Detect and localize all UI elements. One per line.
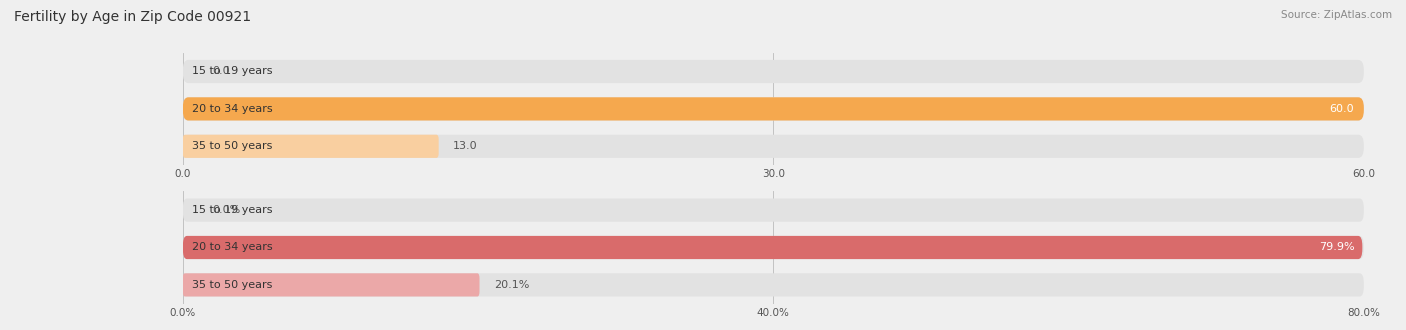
Text: 79.9%: 79.9% bbox=[1319, 243, 1354, 252]
Text: Fertility by Age in Zip Code 00921: Fertility by Age in Zip Code 00921 bbox=[14, 10, 252, 24]
FancyBboxPatch shape bbox=[183, 273, 479, 296]
FancyBboxPatch shape bbox=[183, 135, 439, 158]
Text: 20.1%: 20.1% bbox=[494, 280, 529, 290]
FancyBboxPatch shape bbox=[183, 236, 1362, 259]
Text: 35 to 50 years: 35 to 50 years bbox=[193, 141, 273, 151]
Text: 20 to 34 years: 20 to 34 years bbox=[193, 104, 273, 114]
Text: Source: ZipAtlas.com: Source: ZipAtlas.com bbox=[1281, 10, 1392, 20]
FancyBboxPatch shape bbox=[183, 97, 1364, 120]
FancyBboxPatch shape bbox=[183, 60, 1364, 83]
FancyBboxPatch shape bbox=[183, 97, 1364, 120]
Text: 15 to 19 years: 15 to 19 years bbox=[193, 205, 273, 215]
Text: 15 to 19 years: 15 to 19 years bbox=[193, 67, 273, 77]
Text: 0.0: 0.0 bbox=[212, 67, 231, 77]
FancyBboxPatch shape bbox=[183, 236, 1364, 259]
FancyBboxPatch shape bbox=[183, 273, 1364, 296]
Text: 60.0: 60.0 bbox=[1330, 104, 1354, 114]
FancyBboxPatch shape bbox=[183, 135, 1364, 158]
Text: 35 to 50 years: 35 to 50 years bbox=[193, 280, 273, 290]
FancyBboxPatch shape bbox=[183, 199, 1364, 222]
Text: 13.0: 13.0 bbox=[453, 141, 478, 151]
Text: 0.0%: 0.0% bbox=[212, 205, 240, 215]
Text: 20 to 34 years: 20 to 34 years bbox=[193, 243, 273, 252]
